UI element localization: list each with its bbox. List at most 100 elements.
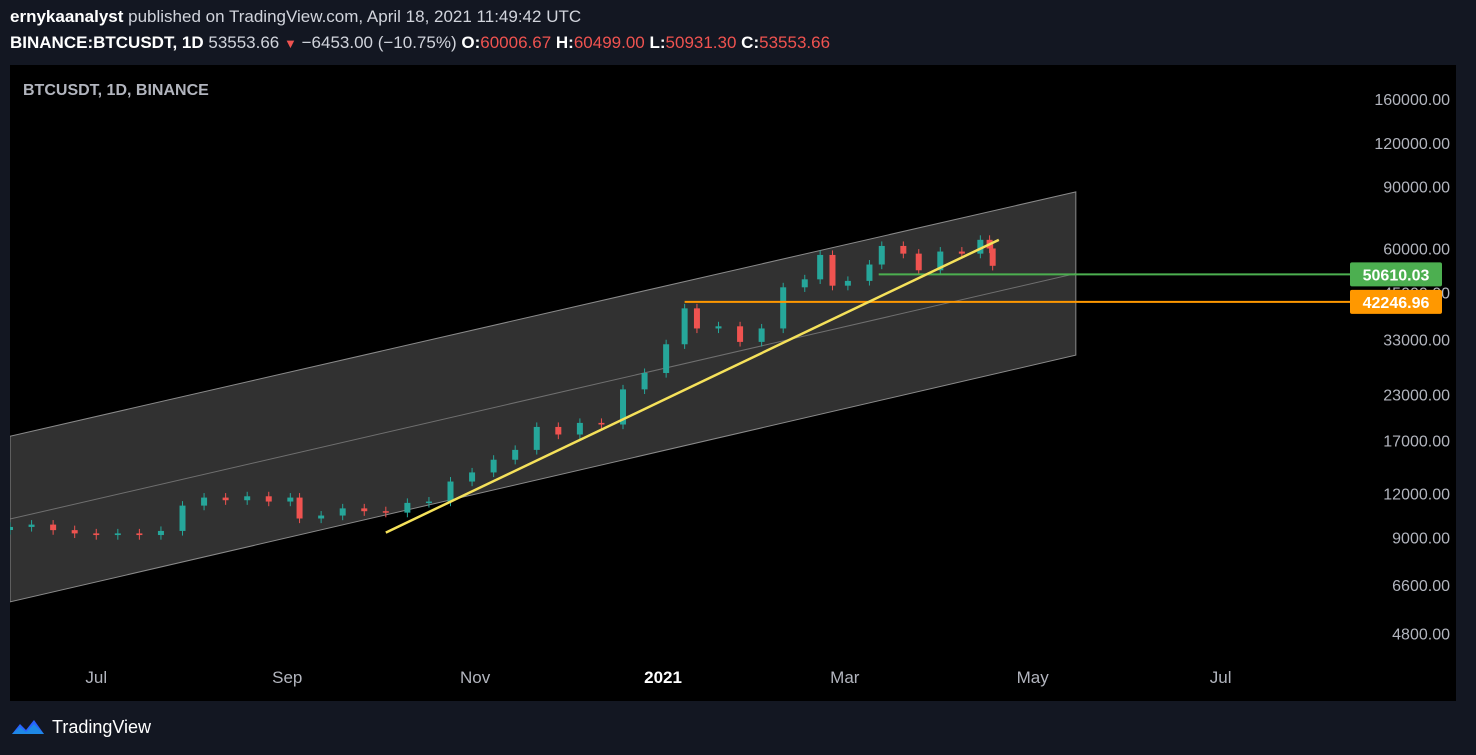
candle-body <box>71 530 78 534</box>
y-tick-label: 23000.00 <box>1383 388 1450 405</box>
candle-body <box>844 280 851 286</box>
candle <box>681 303 688 349</box>
tradingview-brand[interactable]: TradingView <box>52 716 152 737</box>
candle <box>287 493 294 507</box>
candle-body <box>576 422 583 435</box>
trendline <box>385 238 1000 534</box>
y-tick-label: 120000.00 <box>1374 136 1450 153</box>
candle <box>157 526 164 540</box>
y-tick-label: 12000.00 <box>1383 487 1450 504</box>
candle-body <box>663 344 670 374</box>
candle <box>620 384 627 430</box>
candle <box>179 501 186 536</box>
candle-body <box>620 389 627 425</box>
last-price: 53553.66 <box>208 33 280 52</box>
candle-body <box>425 501 432 504</box>
candle <box>404 498 411 518</box>
candle-body <box>958 251 965 254</box>
candle-body <box>222 497 229 501</box>
x-tick-label: Jul <box>1210 668 1232 687</box>
candle <box>641 368 648 395</box>
x-tick-label: Mar <box>830 668 860 687</box>
candle <box>878 241 885 270</box>
published-text: published on TradingView.com, April 18, … <box>128 7 582 26</box>
candle <box>801 274 808 292</box>
x-tick-label: Nov <box>460 668 491 687</box>
candle <box>10 522 13 535</box>
parallel-channel <box>10 191 1077 603</box>
candle-body <box>28 524 35 527</box>
candle <box>361 503 368 516</box>
candle <box>598 418 605 430</box>
candle-body <box>114 533 121 536</box>
candle <box>817 250 824 284</box>
x-tick-label: 2021 <box>644 668 682 687</box>
chart-area[interactable]: 160000.00120000.0090000.0060000.0045000.… <box>10 65 1456 701</box>
candle <box>780 282 787 334</box>
candle-body <box>490 459 497 473</box>
candle <box>758 323 765 347</box>
candle-body <box>201 497 208 506</box>
candle <box>693 303 700 334</box>
candle <box>977 235 984 259</box>
candle <box>296 493 303 524</box>
candle-body <box>533 426 540 450</box>
candle <box>490 455 497 478</box>
candle <box>469 467 476 487</box>
candle-body <box>179 505 186 531</box>
candle <box>663 339 670 378</box>
candle <box>533 422 540 455</box>
price-change: −6453.00 (−10.75%) <box>301 33 457 52</box>
candle-body <box>296 497 303 519</box>
candle-body <box>693 308 700 329</box>
author-name[interactable]: ernykaanalyst <box>10 7 124 26</box>
candle <box>339 503 346 521</box>
candle-body <box>555 426 562 435</box>
candle-body <box>265 496 272 502</box>
candle <box>71 525 78 539</box>
candle <box>244 491 251 505</box>
candle-body <box>989 248 996 266</box>
open-label: O: <box>461 33 481 52</box>
candle <box>136 528 143 540</box>
candle-body <box>937 251 944 271</box>
candle-body <box>780 287 787 329</box>
candle <box>318 511 325 524</box>
price-label-text: 50610.03 <box>1363 267 1430 284</box>
candle <box>555 422 562 440</box>
y-tick-label: 9000.00 <box>1392 531 1450 548</box>
price-label-box <box>1350 289 1442 314</box>
chart-canvas[interactable]: 160000.00120000.0090000.0060000.0045000.… <box>10 65 1456 701</box>
candle <box>829 250 836 291</box>
tradingview-logo-icon[interactable] <box>10 716 46 738</box>
candle-body <box>915 253 922 271</box>
candle-body <box>866 264 873 281</box>
candle <box>844 276 851 291</box>
candle-body <box>977 239 984 254</box>
candle-body <box>512 449 519 460</box>
price-label-box <box>1350 262 1442 287</box>
candle-body <box>382 511 389 513</box>
x-tick-label: May <box>1017 668 1050 687</box>
candle-body <box>681 308 688 345</box>
candle-body <box>318 515 325 519</box>
high-label: H: <box>555 33 574 52</box>
candle <box>93 528 100 540</box>
symbol-label: BINANCE:BTCUSDT, 1D <box>10 33 204 52</box>
candle-body <box>641 373 648 390</box>
candle-body <box>361 508 368 512</box>
candle-body <box>878 245 885 265</box>
close-label: C: <box>741 33 760 52</box>
down-arrow-icon: ▼ <box>284 36 297 51</box>
y-tick-label: 160000.00 <box>1374 92 1450 109</box>
candle-body <box>737 326 744 342</box>
candle <box>114 528 121 540</box>
candle <box>512 445 519 465</box>
candle <box>866 260 873 286</box>
low-label: L: <box>649 33 666 52</box>
candle <box>989 243 996 271</box>
footer: TradingView <box>10 712 151 742</box>
close-value: 53553.66 <box>759 33 831 52</box>
y-tick-label: 4800.00 <box>1392 626 1450 643</box>
candle-body <box>339 508 346 516</box>
